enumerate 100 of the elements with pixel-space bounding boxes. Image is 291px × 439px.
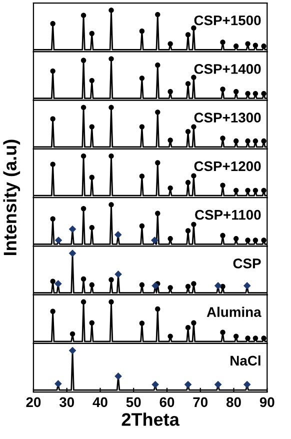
- point: [80, 104, 86, 110]
- point: [220, 86, 226, 92]
- point: [245, 138, 250, 144]
- point: [168, 236, 173, 242]
- point: [261, 44, 266, 49]
- y-axis-title: Intensity (a.u): [3, 140, 20, 256]
- point: [185, 32, 191, 38]
- point: [89, 282, 94, 288]
- point: [89, 30, 94, 36]
- point: [191, 124, 196, 130]
- point: [80, 276, 86, 282]
- point: [168, 185, 173, 191]
- point: [114, 372, 122, 380]
- point: [155, 306, 160, 312]
- point: [233, 44, 239, 49]
- point: [152, 282, 159, 290]
- point: [185, 325, 191, 330]
- point: [233, 138, 239, 144]
- point: [220, 182, 226, 188]
- point: [50, 308, 56, 314]
- point: [139, 76, 145, 81]
- x-tick-label: 20: [26, 397, 41, 408]
- point: [233, 89, 239, 94]
- series-label: CSP+1200: [194, 161, 261, 172]
- point: [191, 25, 196, 31]
- point: [89, 320, 94, 326]
- point: [261, 138, 266, 144]
- point: [108, 8, 114, 13]
- point: [54, 380, 62, 388]
- point: [252, 42, 258, 48]
- point: [214, 380, 222, 388]
- point: [70, 331, 76, 337]
- point: [220, 136, 226, 141]
- point: [139, 223, 145, 229]
- point: [80, 206, 86, 212]
- point: [114, 270, 122, 278]
- point: [220, 330, 226, 335]
- point: [185, 180, 191, 186]
- point: [261, 188, 266, 194]
- point: [80, 58, 86, 63]
- point: [139, 174, 145, 179]
- point: [89, 124, 94, 130]
- point: [245, 188, 250, 194]
- x-tick-label: 60: [160, 397, 174, 408]
- point: [139, 282, 145, 288]
- point: [168, 285, 173, 290]
- point: [54, 280, 62, 288]
- series-label: Alumina: [206, 306, 262, 317]
- point: [168, 334, 173, 339]
- point: [168, 89, 173, 94]
- point: [245, 90, 250, 96]
- point: [139, 124, 145, 130]
- point: [245, 41, 250, 46]
- point: [168, 138, 173, 143]
- point: [185, 128, 191, 134]
- point: [89, 174, 94, 180]
- point: [233, 236, 239, 242]
- point: [54, 236, 62, 244]
- point: [50, 216, 56, 222]
- point: [252, 90, 258, 96]
- point: [89, 78, 94, 84]
- point: [50, 21, 56, 26]
- point: [184, 380, 192, 388]
- x-tick-label: 80: [226, 397, 241, 408]
- point: [80, 299, 86, 305]
- point: [261, 238, 266, 243]
- point: [80, 12, 86, 18]
- point: [108, 104, 114, 110]
- point: [185, 228, 191, 234]
- point: [261, 336, 266, 341]
- point: [80, 153, 86, 159]
- point: [108, 153, 114, 159]
- point: [185, 81, 191, 86]
- point: [108, 277, 114, 282]
- point: [252, 138, 258, 144]
- series-label: NaCl: [230, 355, 260, 366]
- point: [108, 299, 114, 305]
- point: [252, 188, 258, 194]
- x-axis-title: 2Theta: [122, 412, 180, 426]
- point: [50, 162, 56, 167]
- point: [155, 110, 160, 115]
- point: [191, 74, 196, 80]
- point: [50, 68, 56, 74]
- x-tick-label: 30: [59, 397, 74, 408]
- point: [155, 160, 160, 166]
- point: [68, 250, 76, 257]
- x-tick-label: 50: [126, 397, 141, 408]
- point: [139, 28, 145, 34]
- point: [245, 336, 250, 341]
- point: [220, 232, 226, 238]
- point: [108, 56, 114, 62]
- point: [50, 278, 56, 284]
- point: [114, 231, 122, 238]
- series-label: CSP: [233, 258, 261, 268]
- point: [150, 236, 158, 244]
- point: [243, 282, 251, 290]
- point: [214, 282, 222, 290]
- point: [191, 222, 196, 228]
- point: [245, 238, 250, 243]
- point: [252, 336, 258, 341]
